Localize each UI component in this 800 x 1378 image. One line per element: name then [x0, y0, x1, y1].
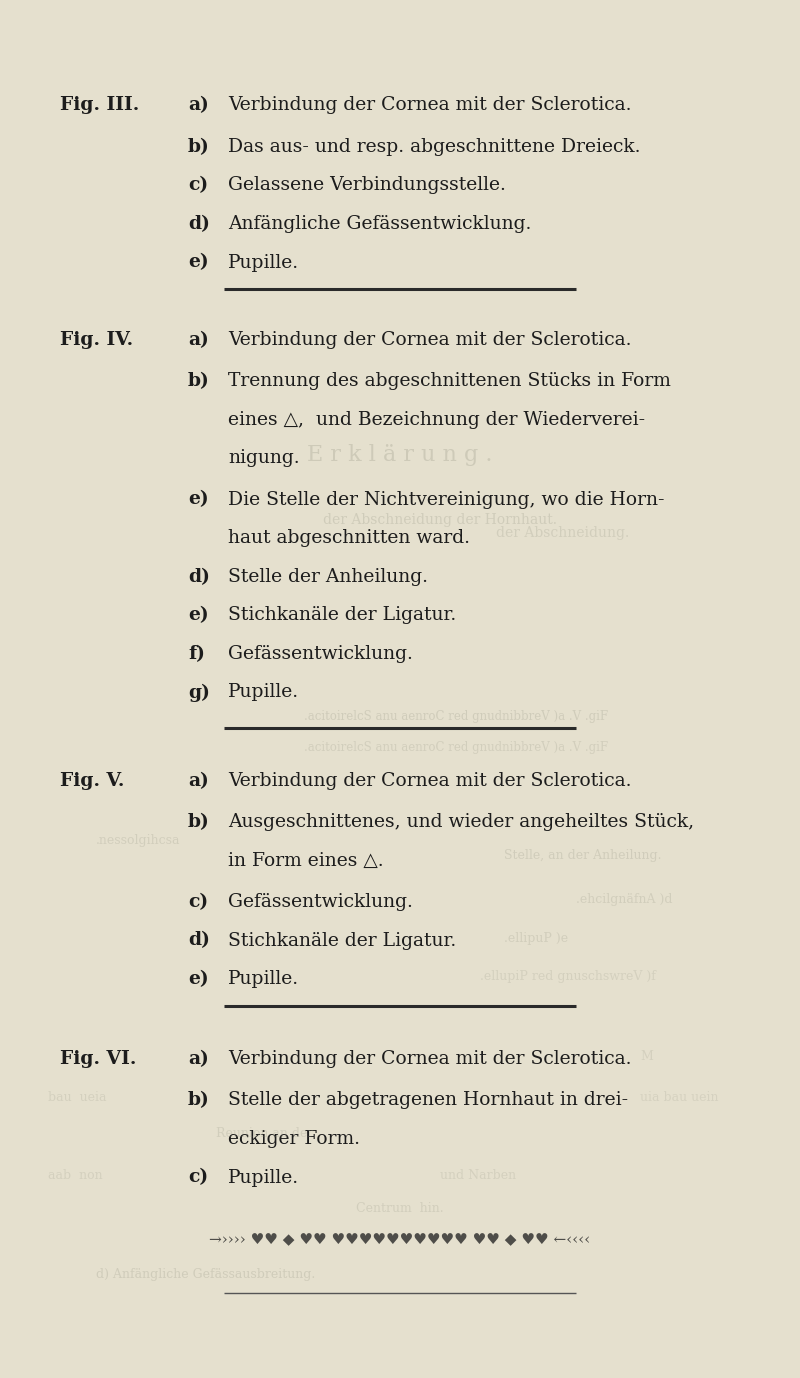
Text: b): b) — [188, 138, 210, 156]
Text: .acitoirelcS anu aenroC red gnudnibbreV )a .V .giF: .acitoirelcS anu aenroC red gnudnibbreV … — [304, 710, 608, 722]
Text: a): a) — [188, 331, 209, 349]
Text: Stelle, an der Anheilung.: Stelle, an der Anheilung. — [504, 849, 662, 861]
Text: a): a) — [188, 772, 209, 790]
Text: aab  non: aab non — [48, 1169, 102, 1181]
Text: und Narben: und Narben — [440, 1169, 516, 1181]
Text: e): e) — [188, 970, 209, 988]
Text: Fig. III.: Fig. III. — [60, 96, 139, 114]
Text: eines △,  und Bezeichnung der Wiederverei-: eines △, und Bezeichnung der Wiederverei… — [228, 411, 645, 429]
Text: Verbindung der Cornea mit der Sclerotica.: Verbindung der Cornea mit der Sclerotica… — [228, 772, 631, 790]
Text: Stelle der abgetragenen Hornhaut in drei-: Stelle der abgetragenen Hornhaut in drei… — [228, 1091, 628, 1109]
Text: Verbindung der Cornea mit der Sclerotica.: Verbindung der Cornea mit der Sclerotica… — [228, 331, 631, 349]
Text: Anfängliche Gefässentwicklung.: Anfängliche Gefässentwicklung. — [228, 215, 531, 233]
Text: bau  ueia: bau ueia — [48, 1091, 106, 1104]
Text: in Form eines △.: in Form eines △. — [228, 852, 384, 870]
Text: haut abgeschnitten ward.: haut abgeschnitten ward. — [228, 529, 470, 547]
Text: Fig. VI.: Fig. VI. — [60, 1050, 136, 1068]
Text: b): b) — [188, 813, 210, 831]
Text: eckiger Form.: eckiger Form. — [228, 1130, 360, 1148]
Text: uia bau uein: uia bau uein — [640, 1091, 718, 1104]
Text: Reunion an der: Reunion an der — [216, 1127, 314, 1140]
Text: d) Anfängliche Gefässausbreitung.: d) Anfängliche Gefässausbreitung. — [96, 1268, 315, 1280]
Text: e): e) — [188, 254, 209, 271]
Text: c): c) — [188, 893, 208, 911]
Text: Gefässentwicklung.: Gefässentwicklung. — [228, 645, 413, 663]
Text: b): b) — [188, 372, 210, 390]
Text: Pupille.: Pupille. — [228, 254, 299, 271]
Text: b): b) — [188, 1091, 210, 1109]
Text: e): e) — [188, 491, 209, 508]
Text: nigung.: nigung. — [228, 449, 300, 467]
Text: d): d) — [188, 932, 210, 949]
Text: Die Stelle der Nichtvereinigung, wo die Horn-: Die Stelle der Nichtvereinigung, wo die … — [228, 491, 665, 508]
Text: Pupille.: Pupille. — [228, 1169, 299, 1186]
Text: d): d) — [188, 568, 210, 586]
Text: Verbindung der Cornea mit der Sclerotica.: Verbindung der Cornea mit der Sclerotica… — [228, 96, 631, 114]
Text: Pupille.: Pupille. — [228, 683, 299, 701]
Text: Gelassene Verbindungsstelle.: Gelassene Verbindungsstelle. — [228, 176, 506, 194]
Text: E r k l ä r u n g .: E r k l ä r u n g . — [307, 444, 493, 466]
Text: Verbindung der Cornea mit der Sclerotica.: Verbindung der Cornea mit der Sclerotica… — [228, 1050, 631, 1068]
Text: Centrum  hin.: Centrum hin. — [356, 1202, 444, 1214]
Text: .ellipuP )e: .ellipuP )e — [504, 932, 568, 944]
Text: .ehcilgnäfnA )d: .ehcilgnäfnA )d — [576, 893, 673, 905]
Text: f): f) — [188, 645, 205, 663]
Text: .nessolgihcsa: .nessolgihcsa — [96, 834, 181, 846]
Text: Stelle der Anheilung.: Stelle der Anheilung. — [228, 568, 428, 586]
Text: .ellupiP red gnuschswreV )f: .ellupiP red gnuschswreV )f — [480, 970, 656, 983]
Text: c): c) — [188, 1169, 208, 1186]
Text: der Abschneidung der Hornhaut.: der Abschneidung der Hornhaut. — [323, 513, 557, 526]
Text: .acitoirelcS anu aenroC red gnudnibbreV )a .V .giF: .acitoirelcS anu aenroC red gnudnibbreV … — [304, 741, 608, 754]
Text: Fig. V.: Fig. V. — [60, 772, 124, 790]
Text: Stichkanäle der Ligatur.: Stichkanäle der Ligatur. — [228, 932, 456, 949]
Text: d): d) — [188, 215, 210, 233]
Text: Fig. IV.: Fig. IV. — [60, 331, 133, 349]
Text: Pupille.: Pupille. — [228, 970, 299, 988]
Text: Ausgeschnittenes, und wieder angeheiltes Stück,: Ausgeschnittenes, und wieder angeheiltes… — [228, 813, 694, 831]
Text: g): g) — [188, 683, 210, 701]
Text: →›››› ♥♥ ◆ ♥♥ ♥♥♥♥♥♥♥♥♥♥ ♥♥ ◆ ♥♥ ←‹‹‹‹: →›››› ♥♥ ◆ ♥♥ ♥♥♥♥♥♥♥♥♥♥ ♥♥ ◆ ♥♥ ←‹‹‹‹ — [210, 1233, 590, 1247]
Text: a): a) — [188, 1050, 209, 1068]
Text: c): c) — [188, 176, 208, 194]
Text: der Abschneidung.: der Abschneidung. — [496, 526, 630, 540]
Text: M: M — [640, 1050, 653, 1062]
Text: Gefässentwicklung.: Gefässentwicklung. — [228, 893, 413, 911]
Text: Trennung des abgeschnittenen Stücks in Form: Trennung des abgeschnittenen Stücks in F… — [228, 372, 671, 390]
Text: a): a) — [188, 96, 209, 114]
Text: Stichkanäle der Ligatur.: Stichkanäle der Ligatur. — [228, 606, 456, 624]
Text: e): e) — [188, 606, 209, 624]
Text: Das aus- und resp. abgeschnittene Dreieck.: Das aus- und resp. abgeschnittene Dreiec… — [228, 138, 641, 156]
